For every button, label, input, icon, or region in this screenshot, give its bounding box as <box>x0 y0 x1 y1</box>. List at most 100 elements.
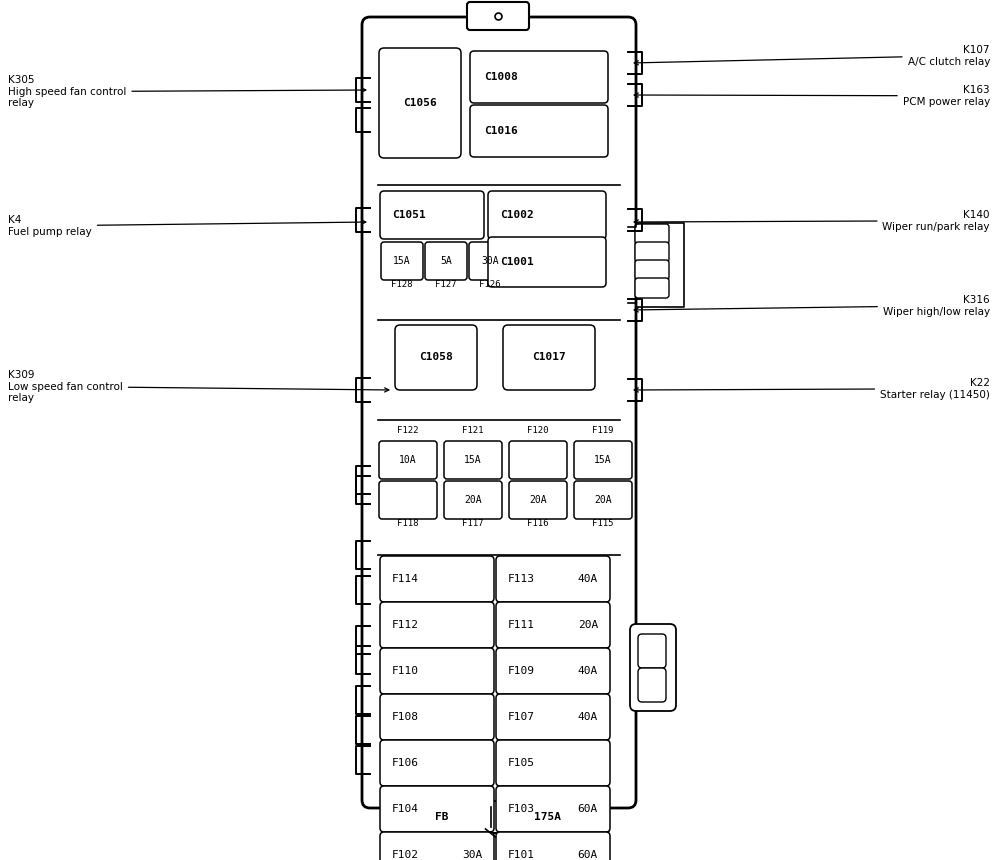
FancyBboxPatch shape <box>496 602 610 648</box>
FancyBboxPatch shape <box>381 242 423 280</box>
Text: K140
Wiper run/park relay: K140 Wiper run/park relay <box>634 210 990 231</box>
Text: K4
Fuel pump relay: K4 Fuel pump relay <box>8 215 366 237</box>
FancyBboxPatch shape <box>630 624 676 711</box>
Text: F114: F114 <box>392 574 419 584</box>
FancyBboxPatch shape <box>574 441 632 479</box>
Text: 40A: 40A <box>578 666 598 676</box>
Text: K107
A/C clutch relay: K107 A/C clutch relay <box>634 45 990 66</box>
Text: F103: F103 <box>508 804 535 814</box>
FancyBboxPatch shape <box>488 191 606 239</box>
Text: K22
Starter relay (11450): K22 Starter relay (11450) <box>634 378 990 400</box>
FancyBboxPatch shape <box>380 694 494 740</box>
FancyBboxPatch shape <box>379 481 437 519</box>
Text: F127: F127 <box>435 280 457 289</box>
FancyBboxPatch shape <box>509 441 567 479</box>
Text: 15A: 15A <box>594 455 612 465</box>
FancyBboxPatch shape <box>380 191 484 239</box>
Text: F109: F109 <box>508 666 535 676</box>
Text: F118: F118 <box>397 519 419 528</box>
FancyBboxPatch shape <box>444 441 502 479</box>
Text: 15A: 15A <box>393 256 411 266</box>
FancyBboxPatch shape <box>470 51 608 103</box>
FancyBboxPatch shape <box>380 740 494 786</box>
Text: 20A: 20A <box>594 495 612 505</box>
Text: F105: F105 <box>508 758 535 768</box>
FancyBboxPatch shape <box>503 325 595 390</box>
FancyBboxPatch shape <box>467 2 529 30</box>
FancyBboxPatch shape <box>496 786 610 832</box>
Text: C1051: C1051 <box>392 210 426 220</box>
Text: C1017: C1017 <box>532 352 566 362</box>
Text: C1056: C1056 <box>403 98 437 108</box>
FancyBboxPatch shape <box>380 832 494 860</box>
FancyBboxPatch shape <box>379 441 437 479</box>
Text: F107: F107 <box>508 712 535 722</box>
Text: 60A: 60A <box>578 804 598 814</box>
Text: FB: FB <box>435 812 448 822</box>
Text: F117: F117 <box>462 519 484 528</box>
FancyBboxPatch shape <box>470 105 608 157</box>
Text: C1001: C1001 <box>500 257 534 267</box>
FancyBboxPatch shape <box>635 242 669 262</box>
FancyBboxPatch shape <box>380 556 494 602</box>
Text: 15A: 15A <box>464 455 482 465</box>
Text: C1002: C1002 <box>500 210 534 220</box>
FancyBboxPatch shape <box>425 242 467 280</box>
FancyBboxPatch shape <box>635 278 669 298</box>
Text: 60A: 60A <box>578 850 598 860</box>
FancyBboxPatch shape <box>469 242 511 280</box>
FancyBboxPatch shape <box>574 481 632 519</box>
Text: F110: F110 <box>392 666 419 676</box>
FancyBboxPatch shape <box>379 48 461 158</box>
FancyBboxPatch shape <box>380 648 494 694</box>
Text: C1008: C1008 <box>484 72 518 82</box>
Text: C1016: C1016 <box>484 126 518 136</box>
FancyBboxPatch shape <box>395 325 477 390</box>
Text: F104: F104 <box>392 804 419 814</box>
FancyBboxPatch shape <box>496 694 610 740</box>
FancyBboxPatch shape <box>380 602 494 648</box>
Text: F126: F126 <box>479 280 501 289</box>
Text: 40A: 40A <box>578 712 598 722</box>
Text: K309
Low speed fan control
relay: K309 Low speed fan control relay <box>8 370 389 403</box>
FancyBboxPatch shape <box>488 237 606 287</box>
FancyBboxPatch shape <box>362 17 636 808</box>
Text: 10A: 10A <box>399 455 417 465</box>
FancyBboxPatch shape <box>635 260 669 280</box>
Text: K316
Wiper high/low relay: K316 Wiper high/low relay <box>634 295 990 316</box>
Text: K305
High speed fan control
relay: K305 High speed fan control relay <box>8 75 366 108</box>
Text: K163
PCM power relay: K163 PCM power relay <box>634 85 990 107</box>
Text: F120: F120 <box>527 426 549 435</box>
FancyBboxPatch shape <box>389 801 609 833</box>
Text: F108: F108 <box>392 712 419 722</box>
Text: F116: F116 <box>527 519 549 528</box>
Text: F106: F106 <box>392 758 419 768</box>
FancyBboxPatch shape <box>638 634 666 668</box>
FancyBboxPatch shape <box>380 786 494 832</box>
Text: F115: F115 <box>592 519 614 528</box>
Text: C1058: C1058 <box>419 352 453 362</box>
FancyBboxPatch shape <box>496 648 610 694</box>
FancyBboxPatch shape <box>496 556 610 602</box>
Text: F112: F112 <box>392 620 419 630</box>
FancyBboxPatch shape <box>638 668 666 702</box>
Text: 30A: 30A <box>481 256 499 266</box>
Text: F101: F101 <box>508 850 535 860</box>
FancyBboxPatch shape <box>496 740 610 786</box>
Text: F122: F122 <box>397 426 419 435</box>
Text: 20A: 20A <box>578 620 598 630</box>
FancyBboxPatch shape <box>509 481 567 519</box>
Text: F102: F102 <box>392 850 419 860</box>
Text: F111: F111 <box>508 620 535 630</box>
Text: 5A: 5A <box>440 256 452 266</box>
FancyBboxPatch shape <box>444 481 502 519</box>
Text: 40A: 40A <box>578 574 598 584</box>
Text: F119: F119 <box>592 426 614 435</box>
FancyBboxPatch shape <box>635 224 669 244</box>
Text: 175A: 175A <box>534 812 561 822</box>
Text: F128: F128 <box>391 280 413 289</box>
Text: 30A: 30A <box>462 850 482 860</box>
Text: F121: F121 <box>462 426 484 435</box>
Text: 20A: 20A <box>529 495 547 505</box>
FancyBboxPatch shape <box>496 832 610 860</box>
